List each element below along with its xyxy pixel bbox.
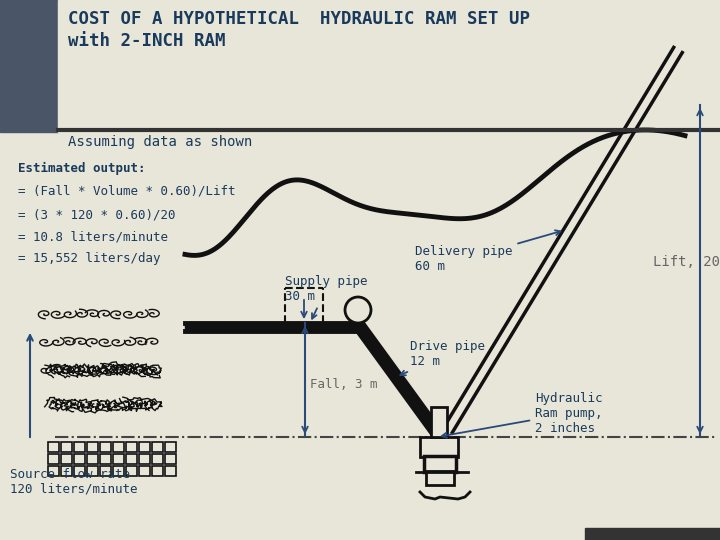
Text: with 2-INCH RAM: with 2-INCH RAM bbox=[68, 32, 225, 50]
Bar bbox=[139, 466, 150, 476]
Bar bbox=[87, 442, 98, 452]
Text: Assuming data as shown: Assuming data as shown bbox=[68, 135, 252, 149]
Text: = 10.8 liters/minute: = 10.8 liters/minute bbox=[18, 230, 168, 243]
Bar bbox=[165, 466, 176, 476]
Bar bbox=[152, 442, 163, 452]
Bar bbox=[139, 442, 150, 452]
Text: Lift, 20 m: Lift, 20 m bbox=[653, 255, 720, 269]
Bar bbox=[74, 454, 85, 464]
Text: = (3 * 120 * 0.60)/20: = (3 * 120 * 0.60)/20 bbox=[18, 208, 176, 221]
Bar bbox=[74, 442, 85, 452]
Text: Hydraulic
Ram pump,
2 inches: Hydraulic Ram pump, 2 inches bbox=[442, 392, 603, 438]
Bar bbox=[113, 454, 124, 464]
Bar bbox=[0, 0, 58, 132]
Text: Delivery pipe
60 m: Delivery pipe 60 m bbox=[415, 230, 560, 273]
Bar bbox=[61, 442, 72, 452]
Text: Drive pipe
12 m: Drive pipe 12 m bbox=[400, 340, 485, 375]
Text: Supply pipe
30 m: Supply pipe 30 m bbox=[285, 275, 367, 319]
Bar bbox=[431, 407, 447, 437]
Bar bbox=[113, 466, 124, 476]
Bar bbox=[100, 454, 111, 464]
Bar bbox=[87, 454, 98, 464]
Text: = (Fall * Volume * 0.60)/Lift: = (Fall * Volume * 0.60)/Lift bbox=[18, 185, 235, 198]
Text: Source flow rate
120 liters/minute: Source flow rate 120 liters/minute bbox=[10, 468, 138, 496]
Bar bbox=[126, 442, 137, 452]
Bar bbox=[139, 454, 150, 464]
Bar bbox=[165, 454, 176, 464]
Bar bbox=[113, 442, 124, 452]
Bar bbox=[58, 0, 720, 132]
Bar bbox=[152, 454, 163, 464]
Bar bbox=[165, 442, 176, 452]
Text: Estimated output:: Estimated output: bbox=[18, 162, 145, 175]
Text: Fall, 3 m: Fall, 3 m bbox=[310, 379, 377, 392]
Polygon shape bbox=[357, 325, 444, 440]
Circle shape bbox=[345, 297, 371, 323]
Bar bbox=[48, 442, 59, 452]
Bar bbox=[185, 323, 360, 331]
Bar bbox=[152, 466, 163, 476]
Bar bbox=[585, 528, 720, 540]
Bar bbox=[126, 454, 137, 464]
Bar bbox=[87, 466, 98, 476]
Bar bbox=[424, 456, 456, 472]
Bar bbox=[426, 471, 454, 485]
Bar bbox=[100, 466, 111, 476]
Bar bbox=[100, 442, 111, 452]
Bar bbox=[126, 466, 137, 476]
Bar bbox=[48, 454, 59, 464]
Bar bbox=[61, 454, 72, 464]
Bar bbox=[48, 466, 59, 476]
Bar bbox=[74, 466, 85, 476]
Text: COST OF A HYPOTHETICAL  HYDRAULIC RAM SET UP: COST OF A HYPOTHETICAL HYDRAULIC RAM SET… bbox=[68, 10, 530, 28]
Bar bbox=[61, 466, 72, 476]
Bar bbox=[420, 437, 458, 457]
Text: = 15,552 liters/day: = 15,552 liters/day bbox=[18, 252, 161, 265]
